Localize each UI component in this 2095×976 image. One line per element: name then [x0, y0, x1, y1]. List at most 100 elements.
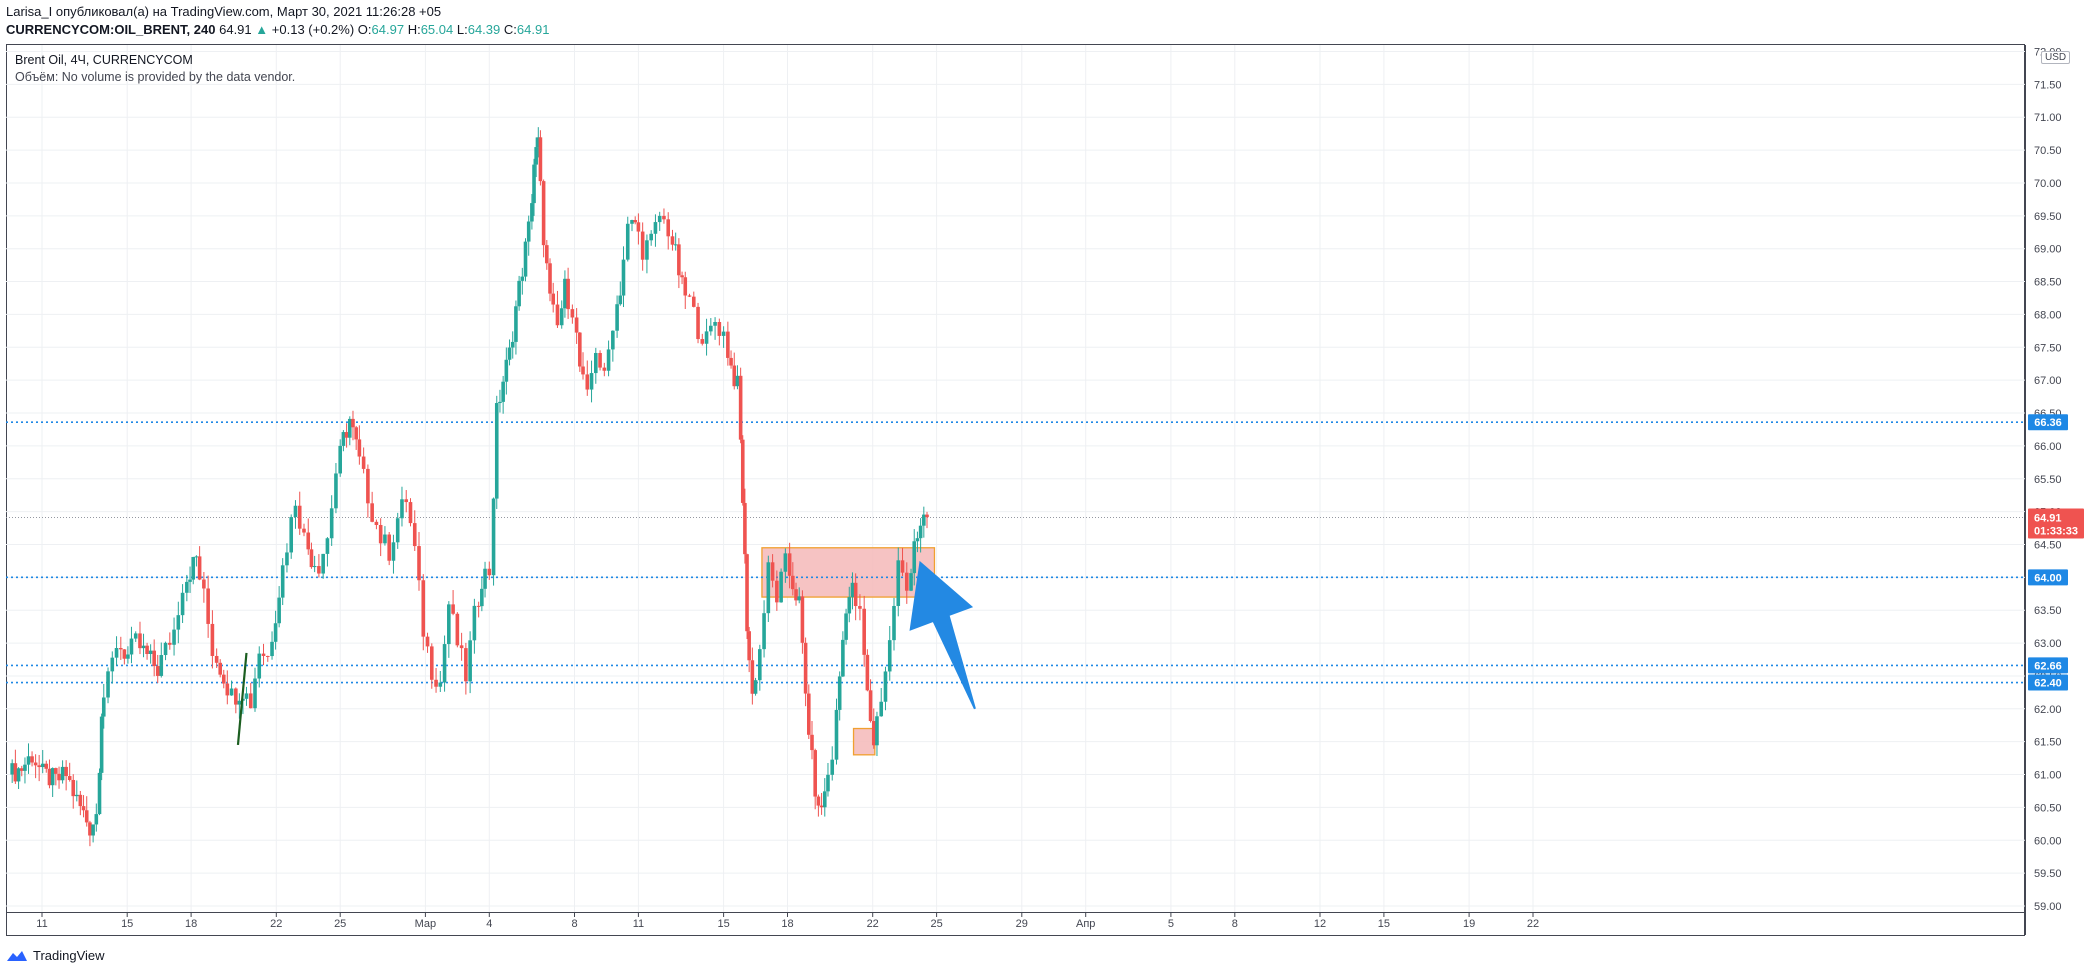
candle-body — [54, 768, 58, 774]
candle-body — [464, 648, 468, 682]
candle-body — [357, 439, 362, 457]
candle-body — [585, 374, 590, 390]
symbol-label[interactable]: CURRENCYCOM:OIL_BRENT, 240 — [6, 22, 216, 37]
candle-body — [88, 822, 92, 836]
x-tick-label: 22 — [270, 918, 282, 930]
candle-body — [404, 499, 409, 503]
y-tick-label: 62.00 — [2034, 704, 2062, 716]
candle-body — [265, 655, 270, 657]
change-value: +0.13 (+0.2%) — [271, 22, 355, 37]
candle-body — [451, 604, 455, 614]
candle-body — [237, 700, 242, 705]
highlight-zone — [761, 547, 936, 598]
candle-body — [791, 575, 795, 590]
candle-body — [847, 597, 852, 614]
y-tick-label: 59.00 — [2034, 901, 2062, 913]
level-price-tag — [2028, 657, 2068, 674]
annotation-arrow — [909, 560, 976, 710]
candle-body — [865, 654, 870, 691]
candle-body — [438, 682, 443, 687]
candle-body — [106, 671, 110, 698]
candle-body — [517, 280, 521, 307]
candle-body — [551, 293, 555, 305]
candle-body — [743, 502, 747, 555]
candle-body — [713, 322, 717, 326]
candle-body — [732, 365, 737, 387]
candle-body — [37, 765, 41, 768]
candle-body — [289, 517, 294, 553]
candle-body — [191, 557, 196, 580]
candle-body — [625, 223, 630, 260]
candle-body — [875, 716, 879, 746]
candle-body — [129, 638, 134, 655]
tradingview-brand[interactable]: TradingView — [6, 948, 105, 963]
low-value: 64.39 — [467, 22, 501, 37]
candle-body — [745, 554, 749, 632]
candle-body — [645, 240, 649, 260]
candle-body — [421, 580, 426, 637]
candle-body — [915, 538, 920, 542]
level-lines — [6, 421, 2025, 684]
candle-body — [868, 690, 873, 722]
candle-body — [887, 640, 892, 672]
candle-body — [487, 568, 492, 576]
candle-body — [152, 650, 156, 667]
candle-body — [813, 750, 817, 797]
y-tick-label: 68.00 — [2034, 309, 2062, 321]
candle-body — [214, 655, 219, 663]
legend-title[interactable]: Brent Oil, 4Ч, CURRENCYCOM — [15, 53, 193, 67]
candle-body — [775, 580, 779, 603]
candle-body — [918, 525, 923, 539]
high-value: 65.04 — [420, 22, 454, 37]
candle-body — [188, 579, 192, 582]
candle-body — [538, 137, 543, 182]
candle-body — [176, 615, 181, 630]
candle-body — [306, 532, 311, 550]
candle-body — [922, 514, 926, 526]
candle-body — [78, 794, 83, 807]
candle-body — [16, 768, 21, 782]
candle-body — [541, 181, 546, 246]
candle-body — [341, 432, 346, 446]
candle-body — [750, 660, 755, 694]
candle-body — [925, 514, 929, 518]
candle-body — [180, 592, 185, 616]
candle-body — [704, 331, 709, 344]
candle-body — [408, 502, 413, 524]
y-tick-label: 61.50 — [2034, 737, 2062, 749]
candle-body — [853, 582, 858, 607]
y-tick-label: 67.00 — [2034, 375, 2062, 387]
last-price-tag — [2028, 508, 2084, 539]
candle-body — [548, 263, 552, 294]
candle-body — [19, 768, 24, 771]
candle-body — [717, 322, 722, 336]
candle-body — [559, 308, 564, 326]
chart-frame[interactable] — [6, 44, 2025, 936]
candle-body — [168, 642, 172, 645]
candle-body — [317, 566, 321, 574]
candle-body — [691, 296, 696, 307]
candle-body — [618, 295, 623, 305]
currency-badge[interactable]: USD — [2041, 51, 2071, 64]
candle-body — [417, 546, 421, 581]
symbol-ohlc-line: CURRENCYCOM:OIL_BRENT, 240 64.91 ▲ +0.13… — [6, 22, 549, 37]
candle-body — [442, 644, 447, 683]
candle-body — [163, 642, 168, 656]
x-tick-label: 15 — [1378, 918, 1390, 930]
axes-layer: 59.0059.5060.0060.5061.0061.5062.0062.50… — [6, 45, 2062, 935]
candle-body — [30, 756, 34, 763]
change-up-arrow-icon: ▲ — [255, 22, 269, 37]
candle-body — [23, 764, 27, 771]
candle-body — [60, 766, 65, 781]
candle-body — [578, 332, 582, 367]
candle-body — [630, 220, 634, 224]
candle-body — [783, 553, 788, 572]
candle-body — [810, 734, 814, 751]
candle-body — [126, 654, 130, 659]
candle-body — [621, 259, 626, 296]
candle-body — [344, 432, 349, 438]
y-tick-label: 64.50 — [2034, 539, 2062, 551]
candle-body — [514, 306, 518, 342]
candle-body — [99, 716, 104, 773]
